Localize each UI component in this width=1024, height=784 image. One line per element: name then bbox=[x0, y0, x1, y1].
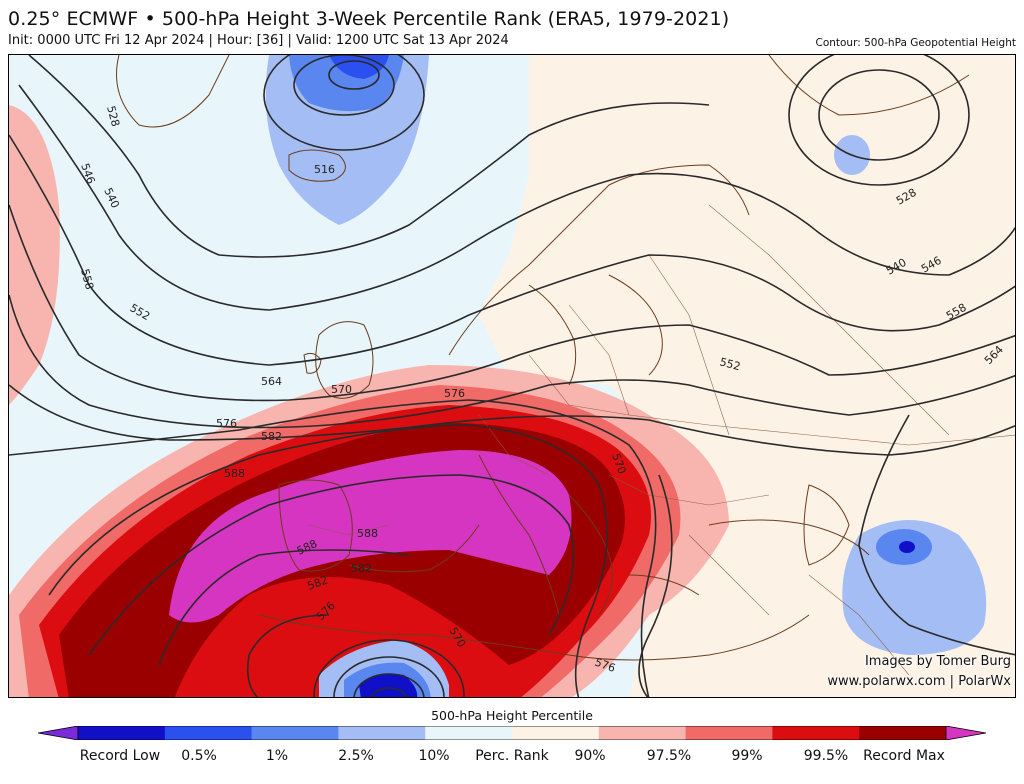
colorbar-label-99: 99% bbox=[731, 748, 763, 764]
chart-subtitle: Init: 0000 UTC Fri 12 Apr 2024 | Hour: [… bbox=[8, 33, 509, 48]
colorbar-label-record-max: Record Max bbox=[863, 748, 945, 764]
colorbar-label-97.5: 97.5% bbox=[646, 748, 692, 764]
colorbar-label-99.5: 99.5% bbox=[803, 748, 849, 764]
colorbar-segment bbox=[859, 726, 947, 740]
colorbar-label-record-low: Record Low bbox=[79, 748, 161, 764]
height-contours bbox=[9, 55, 1015, 697]
contour-label: 588 bbox=[357, 527, 378, 540]
colorbar-label-10: 10% bbox=[418, 748, 450, 764]
contour-label: 582 bbox=[261, 430, 282, 443]
colorbar-segment bbox=[78, 726, 166, 740]
colorbar-label-0.5: 0.5% bbox=[181, 748, 217, 764]
contour-label: 564 bbox=[261, 375, 282, 388]
credit-website[interactable]: www.polarwx.com | PolarWx bbox=[827, 674, 1011, 689]
contour-label: 552 bbox=[718, 355, 742, 373]
colorbar-end-high bbox=[945, 726, 986, 740]
colorbar-end-low bbox=[38, 726, 79, 740]
colorbar-segment bbox=[598, 726, 687, 740]
contour-label: 576 bbox=[444, 387, 465, 400]
contour-label: 528 bbox=[104, 104, 122, 128]
colorbar-segment bbox=[338, 726, 426, 740]
colorbar-label-2.5: 2.5% bbox=[338, 748, 374, 764]
colorbar bbox=[38, 726, 986, 740]
colorbar-segment bbox=[425, 726, 513, 740]
map-panel: 528 546 540 558 516 552 564 570 576 582 … bbox=[8, 54, 1016, 698]
colorbar-segment bbox=[512, 726, 600, 740]
colorbar-segment bbox=[164, 726, 253, 740]
contour-note: Contour: 500-hPa Geopotential Height bbox=[815, 37, 1016, 49]
contour-label: 576 bbox=[216, 417, 237, 430]
colorbar-label-perc-rank: Perc. Rank bbox=[475, 748, 549, 764]
record-max-ridge bbox=[169, 450, 572, 623]
country-borders bbox=[308, 204, 1015, 676]
percentile-map: 528 546 540 558 516 552 564 570 576 582 … bbox=[9, 55, 1015, 697]
contour-label: 582 bbox=[351, 562, 372, 575]
p0_5-area-east bbox=[899, 541, 915, 553]
colorbar-labels: Record Low 0.5% 1% 2.5% 10% Perc. Rank 9… bbox=[0, 748, 1024, 770]
colorbar-segment bbox=[685, 726, 773, 740]
colorbar-title: 500-hPa Height Percentile bbox=[431, 708, 593, 723]
contour-label: 516 bbox=[314, 163, 335, 176]
credit-author: Images by Tomer Burg bbox=[864, 654, 1011, 669]
coastlines bbox=[116, 55, 970, 661]
contour-label: 570 bbox=[331, 383, 352, 396]
contour-label: 588 bbox=[224, 467, 245, 480]
contour-label: 558 bbox=[78, 267, 96, 291]
colorbar-segment bbox=[772, 726, 860, 740]
p90-area-west bbox=[9, 105, 60, 405]
colorbar-label-1: 1% bbox=[265, 748, 289, 764]
colorbar-segment bbox=[251, 726, 339, 740]
colorbar-label-90: 90% bbox=[574, 748, 606, 764]
chart-title: 0.25° ECMWF • 500-hPa Height 3-Week Perc… bbox=[8, 8, 730, 30]
p0_5-area-south bbox=[359, 673, 418, 697]
